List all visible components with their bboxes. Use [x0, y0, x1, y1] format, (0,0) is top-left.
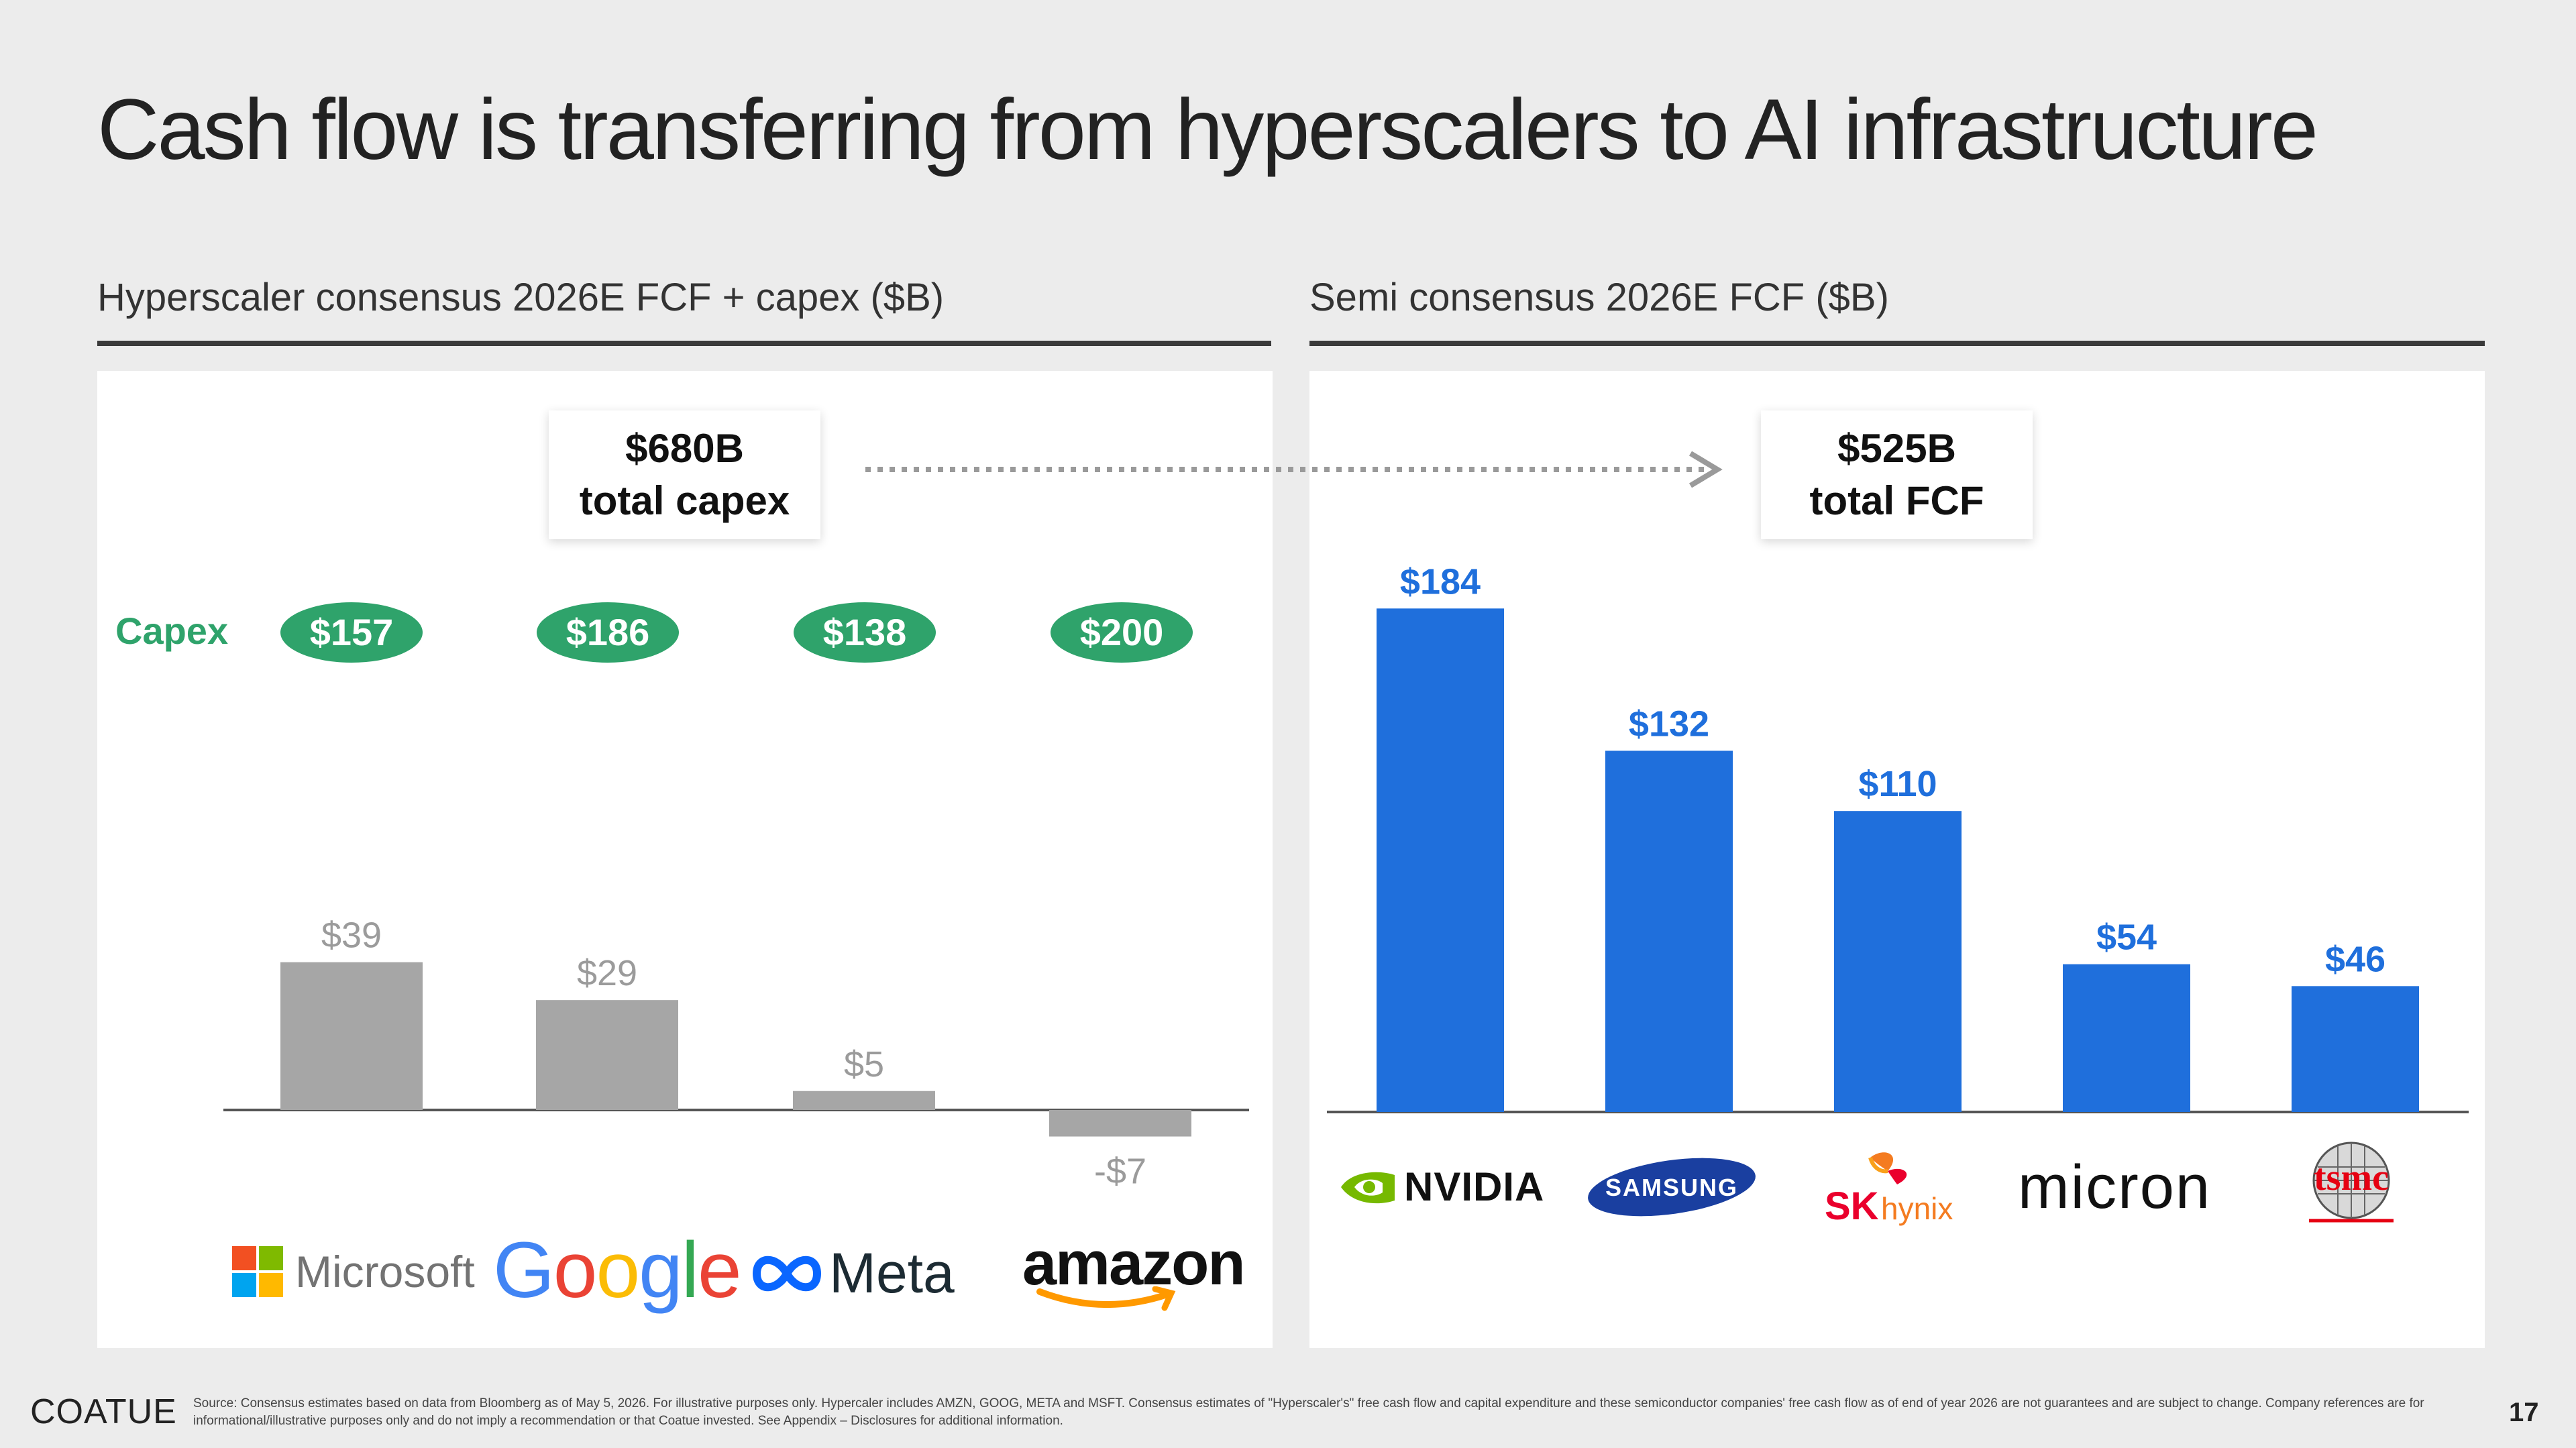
semi-chart-subtitle: Semi consensus 2026E FCF ($B): [1309, 276, 1889, 319]
skhynix-hynix-text: hynix: [1881, 1191, 1953, 1226]
semi-fcf-value-label: $184: [1400, 561, 1481, 602]
hyperscaler-chart-subtitle: Hyperscaler consensus 2026E FCF + capex …: [97, 276, 945, 319]
semi-fcf-bar: [2063, 964, 2190, 1112]
semi-fcf-value-label: $132: [1629, 704, 1709, 744]
fcf-bar-amazon: [1049, 1110, 1191, 1137]
capex-pill-microsoft: $157: [280, 602, 423, 663]
google-letter: G: [493, 1226, 555, 1315]
page-title: Cash flow is transferring from hyperscal…: [97, 82, 2318, 178]
google-letter: g: [639, 1226, 683, 1315]
meta-logo-text: Meta: [829, 1241, 955, 1304]
micron-logo-text: micron: [2018, 1153, 2212, 1221]
google-letter: o: [553, 1226, 598, 1315]
skhynix-logo: SK hynix: [1823, 1144, 1984, 1235]
nvidia-logo: NVIDIA: [1338, 1164, 1544, 1210]
google-letter: o: [596, 1226, 640, 1315]
total-fcf-callout: $525B total FCF: [1761, 410, 2033, 539]
skhynix-butterfly-icon: SK hynix: [1825, 1152, 1953, 1228]
samsung-ellipse-icon: SAMSUNG: [1588, 1158, 1756, 1217]
amazon-smile-icon: [1036, 1286, 1176, 1311]
fcf-bar-microsoft: [280, 962, 423, 1110]
footer-source-note: Source: Consensus estimates based on dat…: [193, 1396, 2424, 1428]
semi-fcf-bar: [2292, 986, 2419, 1112]
tsmc-logo: tsmc: [2294, 1140, 2408, 1231]
samsung-logo-text: SAMSUNG: [1605, 1174, 1738, 1201]
fcf-value-label: -$7: [1094, 1152, 1146, 1192]
capex-pill-amazon: $200: [1051, 602, 1193, 663]
skhynix-sk-text: SK: [1825, 1184, 1879, 1228]
semi-fcf-value-label: $46: [2325, 939, 2385, 979]
total-fcf-value: $525B: [1837, 426, 1956, 471]
google-logo-text: Google: [493, 1226, 742, 1315]
micron-logo: micron: [2018, 1152, 2211, 1223]
microsoft-logo: Microsoft: [232, 1246, 475, 1297]
semi-fcf-value-label: $110: [1858, 764, 1937, 804]
capex-pill-google: $186: [537, 602, 679, 663]
amazon-logo-text: amazon: [1022, 1229, 1246, 1298]
meta-infinity-icon: [752, 1256, 822, 1291]
total-fcf-label: total FCF: [1809, 478, 1984, 523]
semi-fcf-value-label: $54: [2096, 917, 2157, 958]
right-divider: [1309, 341, 2485, 346]
fcf-value-label: $5: [844, 1044, 884, 1084]
microsoft-logo-text: Microsoft: [295, 1247, 475, 1296]
nvidia-eye-icon: [1341, 1172, 1395, 1203]
samsung-logo: SAMSUNG: [1585, 1155, 1759, 1223]
fcf-bar-meta: [793, 1091, 935, 1110]
semi-fcf-bar: [1377, 608, 1504, 1112]
semi-fcf-bar: [1834, 811, 1962, 1112]
meta-logo: Meta: [750, 1241, 955, 1306]
fcf-value-label: $29: [577, 953, 637, 993]
google-logo: Google: [493, 1225, 742, 1316]
footer-brand: COATUE: [30, 1392, 177, 1431]
total-capex-label: total capex: [579, 478, 790, 523]
google-letter: l: [681, 1226, 699, 1315]
capex-pill-meta: $138: [794, 602, 936, 663]
fcf-value-label: $39: [321, 915, 382, 956]
capex-row-label: Capex: [115, 610, 229, 652]
page-number: 17: [2509, 1398, 2539, 1427]
google-letter: e: [697, 1226, 742, 1315]
nvidia-logo-text: NVIDIA: [1404, 1164, 1545, 1209]
total-capex-callout: $680B total capex: [549, 410, 820, 539]
left-divider: [97, 341, 1271, 346]
semi-fcf-bar: [1605, 750, 1733, 1112]
tsmc-logo-text: tsmc: [2314, 1157, 2389, 1199]
fcf-bar-google: [536, 1000, 678, 1110]
total-capex-value: $680B: [625, 426, 744, 471]
amazon-logo: amazon: [1022, 1229, 1246, 1311]
microsoft-grid-icon: [232, 1246, 283, 1297]
tsmc-wafer-icon: tsmc: [2309, 1141, 2394, 1223]
